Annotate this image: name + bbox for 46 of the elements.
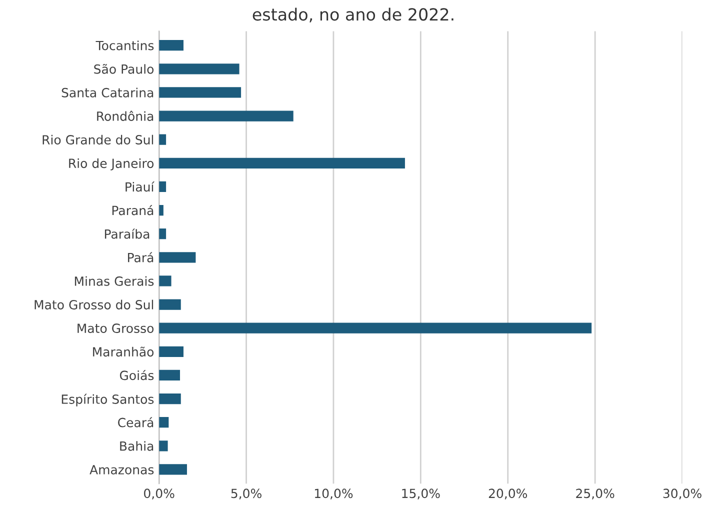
y-tick-label: Goiás [120,370,154,380]
bar [159,276,172,286]
bar [159,64,240,74]
x-tick-label: 5,0% [231,488,262,500]
y-tick-label: Rio Grande do Sul [42,134,154,145]
bar [159,299,181,310]
bar [159,204,164,216]
y-tick-label: Mato Grosso do Sul [34,300,154,310]
y-tick-label: Ceará [118,417,154,428]
bar [159,134,166,145]
bar [159,228,166,240]
y-tick-label: Paraná [112,205,154,216]
bar [159,370,180,381]
bar [159,252,196,263]
x-tick-label: 30,0% [663,488,702,500]
y-tick-label: Mato Grosso [78,324,154,334]
y-tick-label: Paraíba [104,228,150,239]
y-tick-label: Santa Catarina [62,88,154,98]
chart-title: estado, no ano de 2022. [252,8,454,22]
y-tick-label: Piauí [126,181,155,192]
bar [159,110,294,122]
bar [159,464,187,475]
x-tick-label: 20,0% [488,488,528,500]
x-tick-label: 0,0% [144,488,174,500]
y-tick-label: Rio de Janeiro [69,158,154,170]
y-tick-label: Minas Gerais [74,276,154,286]
y-tick-label: Bahia [120,441,154,451]
x-tick-label: 25,0% [576,488,614,500]
y-tick-label: Espírito Santos [62,394,154,406]
x-tick-label: 10,0% [314,488,353,500]
bar [159,417,169,428]
bar [159,158,405,168]
bar [159,440,168,452]
y-tick-label: Pará [128,252,154,262]
bar [159,346,184,357]
y-tick-label: Maranhão [93,346,154,357]
y-tick-label: São Paulo [94,64,154,74]
bar [159,40,184,51]
bar [159,322,592,334]
bar [159,181,166,192]
y-tick-label: Amazonas [90,465,154,474]
bar [159,393,181,404]
x-tick-label: 15,0% [402,488,440,500]
y-tick-label: Tocantins [96,40,154,50]
bar [159,87,242,98]
y-tick-label: Rondônia [97,110,154,121]
